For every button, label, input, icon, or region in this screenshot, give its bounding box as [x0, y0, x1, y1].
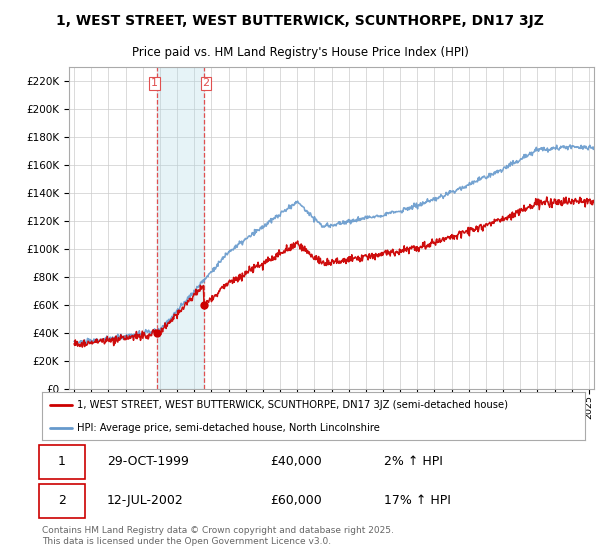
Bar	[157, 67, 203, 389]
Text: Contains HM Land Registry data © Crown copyright and database right 2025.
This d: Contains HM Land Registry data © Crown c…	[42, 526, 394, 546]
Text: 1: 1	[151, 78, 158, 88]
Text: 2: 2	[58, 494, 66, 507]
Text: 1, WEST STREET, WEST BUTTERWICK, SCUNTHORPE, DN17 3JZ: 1, WEST STREET, WEST BUTTERWICK, SCUNTHO…	[56, 14, 544, 28]
Text: 2% ↑ HPI: 2% ↑ HPI	[384, 455, 443, 468]
Text: £60,000: £60,000	[270, 494, 322, 507]
FancyBboxPatch shape	[39, 484, 85, 518]
Text: Price paid vs. HM Land Registry's House Price Index (HPI): Price paid vs. HM Land Registry's House …	[131, 46, 469, 59]
FancyBboxPatch shape	[39, 445, 85, 479]
Text: 1, WEST STREET, WEST BUTTERWICK, SCUNTHORPE, DN17 3JZ (semi-detached house): 1, WEST STREET, WEST BUTTERWICK, SCUNTHO…	[77, 400, 508, 410]
Text: £40,000: £40,000	[270, 455, 322, 468]
Text: 17% ↑ HPI: 17% ↑ HPI	[384, 494, 451, 507]
Text: 2: 2	[203, 78, 209, 88]
Text: 29-OCT-1999: 29-OCT-1999	[107, 455, 189, 468]
Text: HPI: Average price, semi-detached house, North Lincolnshire: HPI: Average price, semi-detached house,…	[77, 423, 380, 433]
Text: 12-JUL-2002: 12-JUL-2002	[107, 494, 184, 507]
Text: 1: 1	[58, 455, 66, 468]
